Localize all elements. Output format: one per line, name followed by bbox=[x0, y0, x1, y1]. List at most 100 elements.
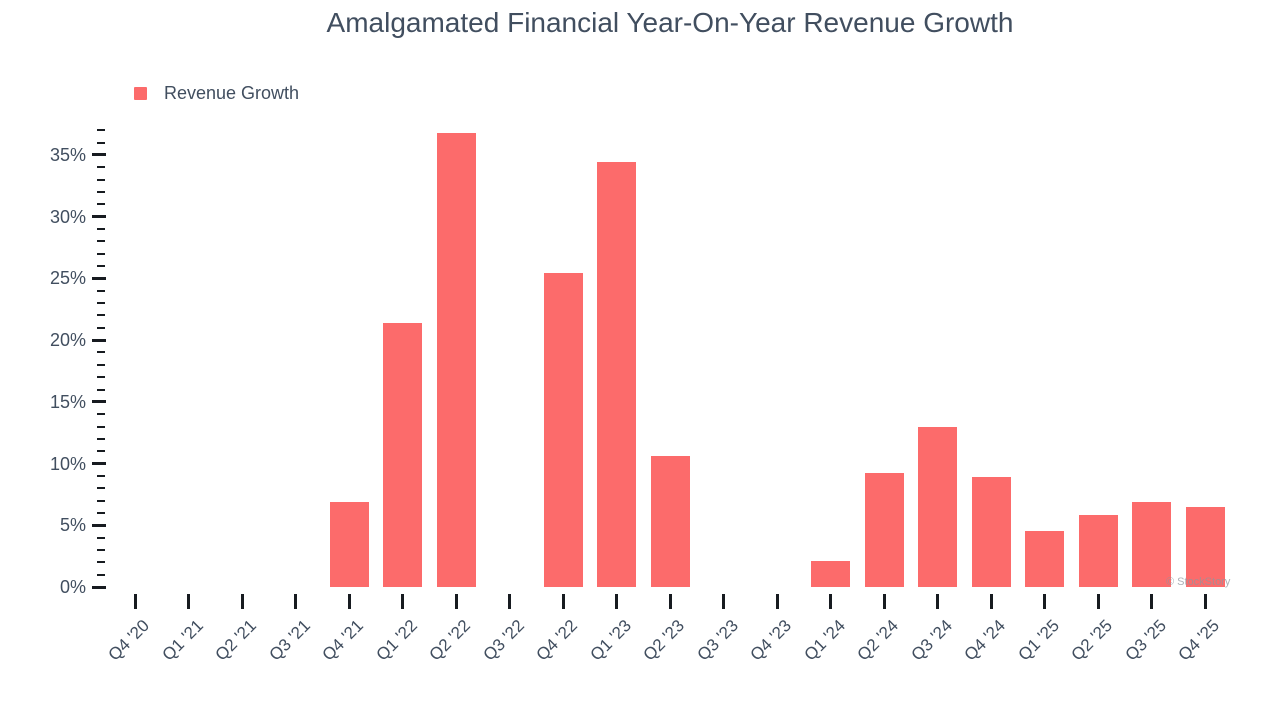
y-axis-minor-tick bbox=[97, 289, 105, 292]
x-tick-q1-22 bbox=[401, 594, 404, 609]
y-axis-minor-tick bbox=[97, 511, 105, 514]
y-axis-minor-tick bbox=[97, 413, 105, 416]
y-axis-minor-tick bbox=[97, 129, 105, 132]
x-tick-q4-22 bbox=[561, 594, 565, 609]
bar-q3-25[interactable] bbox=[1132, 501, 1171, 587]
bar-q3-24[interactable] bbox=[918, 426, 957, 587]
y-axis-major-tick bbox=[92, 462, 106, 466]
bar-q1-25[interactable] bbox=[1025, 531, 1064, 587]
y-axis-minor-tick bbox=[97, 425, 105, 428]
legend[interactable]: Revenue Growth bbox=[134, 82, 299, 104]
y-axis-label: 10% bbox=[49, 453, 86, 474]
bar-q4-22[interactable] bbox=[543, 273, 583, 587]
x-label-q4-20: Q4 '20 bbox=[104, 616, 154, 665]
y-axis-minor-tick bbox=[97, 203, 105, 206]
y-axis-minor-tick bbox=[97, 326, 105, 329]
x-tick-q4-25 bbox=[1203, 594, 1207, 609]
x-label-q2-24: Q2 '24 bbox=[853, 616, 903, 665]
watermark: © StockStory bbox=[1166, 576, 1231, 588]
x-tick-q2-24 bbox=[882, 594, 886, 609]
y-axis-major-tick bbox=[92, 523, 106, 527]
y-axis-minor-tick bbox=[97, 573, 105, 576]
x-label-q4-25: Q4 '25 bbox=[1174, 616, 1224, 665]
y-axis-label: 35% bbox=[49, 144, 86, 165]
y-axis-label: 5% bbox=[59, 515, 86, 536]
x-label-q2-21: Q2 '21 bbox=[211, 616, 261, 665]
bar-q2-23[interactable] bbox=[650, 456, 690, 587]
x-tick-q1-25 bbox=[1043, 594, 1046, 609]
x-tick-q2-21 bbox=[240, 594, 244, 609]
bar-q4-24[interactable] bbox=[971, 477, 1011, 587]
legend-swatch-icon bbox=[134, 86, 147, 100]
y-axis-minor-tick bbox=[97, 450, 105, 453]
y-axis-minor-tick bbox=[97, 437, 105, 440]
x-tick-q4-23 bbox=[775, 594, 779, 609]
x-tick-q4-21 bbox=[347, 594, 351, 609]
y-axis-minor-tick bbox=[97, 561, 105, 564]
x-label-q4-24: Q4 '24 bbox=[960, 616, 1010, 665]
x-label-q3-25: Q3 '25 bbox=[1121, 616, 1170, 665]
x-tick-q3-22 bbox=[508, 594, 511, 609]
y-axis-minor-tick bbox=[97, 351, 105, 354]
bar-q1-23[interactable] bbox=[597, 162, 636, 587]
x-tick-q2-23 bbox=[668, 594, 672, 609]
x-tick-q4-20 bbox=[133, 594, 137, 609]
y-axis-major-tick bbox=[92, 276, 106, 280]
x-label-q2-25: Q2 '25 bbox=[1067, 616, 1117, 665]
x-label-q4-22: Q4 '22 bbox=[532, 616, 582, 665]
bar-q1-24[interactable] bbox=[811, 561, 850, 587]
bar-q2-22[interactable] bbox=[436, 132, 476, 587]
y-axis-major-tick bbox=[92, 585, 106, 589]
x-label-q3-21: Q3 '21 bbox=[265, 616, 314, 665]
y-axis-minor-tick bbox=[97, 166, 105, 169]
x-tick-q2-25 bbox=[1096, 594, 1100, 609]
bar-q1-22[interactable] bbox=[383, 322, 422, 587]
y-axis-minor-tick bbox=[97, 548, 105, 551]
y-axis-minor-tick bbox=[97, 499, 105, 502]
y-axis-minor-tick bbox=[97, 141, 105, 144]
y-axis-minor-tick bbox=[97, 178, 105, 181]
y-axis-minor-tick bbox=[97, 388, 105, 391]
x-label-q1-23: Q1 '23 bbox=[586, 616, 635, 665]
y-axis-label: 20% bbox=[49, 330, 86, 351]
x-tick-q1-23 bbox=[615, 594, 618, 609]
y-axis-major-tick bbox=[92, 400, 106, 404]
x-label-q3-22: Q3 '22 bbox=[479, 616, 528, 665]
bar-q2-24[interactable] bbox=[864, 473, 904, 587]
x-tick-q2-22 bbox=[454, 594, 458, 609]
x-tick-q3-24 bbox=[936, 594, 939, 609]
y-axis-minor-tick bbox=[97, 314, 105, 317]
x-label-q2-23: Q2 '23 bbox=[639, 616, 689, 665]
y-axis-minor-tick bbox=[97, 474, 105, 477]
x-tick-q3-25 bbox=[1150, 594, 1153, 609]
x-label-q1-25: Q1 '25 bbox=[1014, 616, 1063, 665]
x-label-q1-24: Q1 '24 bbox=[800, 616, 849, 665]
x-label-q1-21: Q1 '21 bbox=[158, 616, 207, 665]
x-tick-q1-21 bbox=[187, 594, 190, 609]
y-axis-minor-tick bbox=[97, 376, 105, 379]
y-axis-minor-tick bbox=[97, 191, 105, 194]
y-axis-minor-tick bbox=[97, 302, 105, 305]
x-label-q1-22: Q1 '22 bbox=[372, 616, 421, 665]
x-tick-q4-24 bbox=[989, 594, 993, 609]
y-axis-minor-tick bbox=[97, 252, 105, 255]
y-axis-minor-tick bbox=[97, 363, 105, 366]
x-tick-q3-23 bbox=[722, 594, 725, 609]
y-axis-minor-tick bbox=[97, 265, 105, 268]
y-axis-major-tick bbox=[92, 338, 106, 342]
y-axis-label: 0% bbox=[59, 577, 86, 597]
y-axis-label: 15% bbox=[49, 391, 86, 412]
x-label-q3-23: Q3 '23 bbox=[693, 616, 742, 665]
legend-label: Revenue Growth bbox=[164, 83, 300, 103]
bar-q4-25[interactable] bbox=[1185, 506, 1225, 587]
chart-title: Amalgamated Financial Year-On-Year Reven… bbox=[326, 7, 1014, 38]
y-axis-minor-tick bbox=[97, 240, 105, 243]
bar-q2-25[interactable] bbox=[1078, 515, 1118, 587]
x-label-q4-21: Q4 '21 bbox=[318, 616, 368, 665]
x-tick-q3-21 bbox=[294, 594, 297, 609]
y-axis-major-tick bbox=[92, 153, 106, 157]
y-axis-label: 25% bbox=[49, 268, 86, 289]
bar-q4-21[interactable] bbox=[329, 501, 369, 587]
